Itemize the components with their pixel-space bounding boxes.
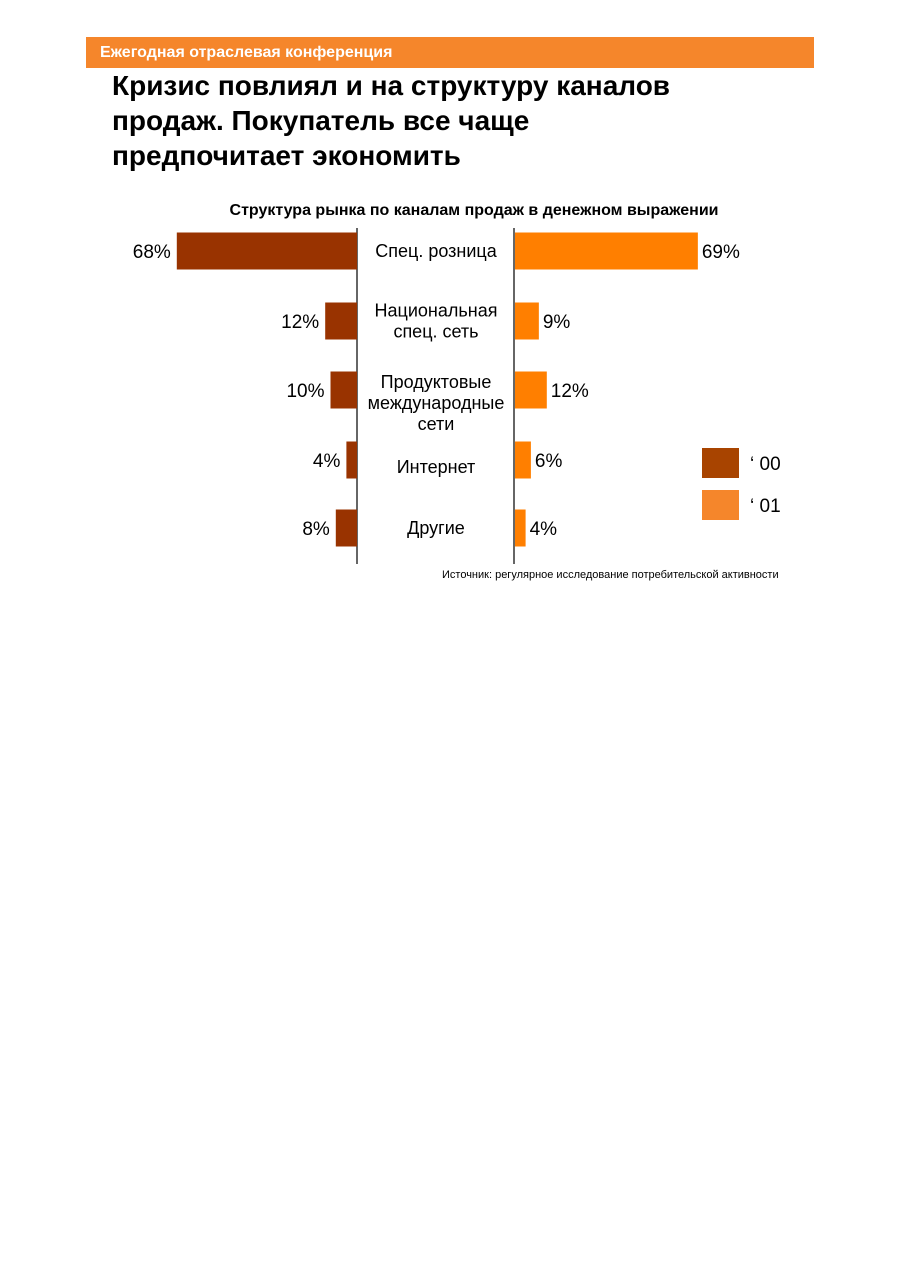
source-note: Источник: регулярное исследование потреб… — [442, 569, 779, 581]
bar-00-3 — [346, 441, 357, 479]
legend-label-0: ‘ 00 — [750, 454, 781, 475]
bar-00-2 — [330, 371, 357, 409]
page-title: Кризис повлиял и на структуру каналов пр… — [112, 68, 772, 173]
category-label-1-1: спец. сеть — [393, 322, 478, 342]
sales-channel-chart: Структура рынка по каналам продаж в дене… — [133, 202, 781, 564]
category-label-1-0: Национальная — [375, 301, 498, 321]
label-01-1: 9% — [543, 312, 571, 333]
label-00-0: 68% — [133, 242, 171, 263]
label-01-0: 69% — [702, 242, 740, 263]
category-label-4-0: Другие — [407, 518, 465, 538]
category-label-0-0: Спец. розница — [375, 241, 497, 261]
category-label-2-0: Продуктовые — [381, 372, 492, 392]
legend-swatch-1 — [702, 490, 739, 520]
bar-01-4 — [515, 509, 526, 547]
category-label-2-2: сети — [418, 414, 455, 434]
bar-01-1 — [515, 302, 539, 340]
category-label-2-1: международные — [368, 393, 505, 413]
label-00-1: 12% — [281, 312, 319, 333]
bar-00-4 — [335, 509, 357, 547]
label-01-2: 12% — [551, 381, 589, 402]
legend-label-1: ‘ 01 — [750, 496, 781, 517]
bar-01-3 — [515, 441, 531, 479]
label-00-2: 10% — [286, 381, 324, 402]
label-00-4: 8% — [302, 519, 330, 540]
bar-00-0 — [176, 232, 357, 270]
category-label-3-0: Интернет — [397, 457, 476, 477]
label-01-3: 6% — [535, 451, 563, 472]
chart-title: Структура рынка по каналам продаж в дене… — [230, 202, 719, 219]
label-00-3: 4% — [313, 451, 341, 472]
bar-01-0 — [515, 232, 698, 270]
bar-00-1 — [325, 302, 357, 340]
title-line-2: продаж. Покупатель все чаще — [112, 105, 530, 136]
conference-banner: Ежегодная отраслевая конференция — [86, 37, 814, 68]
bar-01-2 — [515, 371, 547, 409]
title-line-3: предпочитает экономить — [112, 140, 461, 171]
title-line-1: Кризис повлиял и на структуру каналов — [112, 70, 671, 101]
legend-swatch-0 — [702, 448, 739, 478]
banner-text: Ежегодная отраслевая конференция — [100, 44, 393, 61]
label-01-4: 4% — [530, 519, 558, 540]
